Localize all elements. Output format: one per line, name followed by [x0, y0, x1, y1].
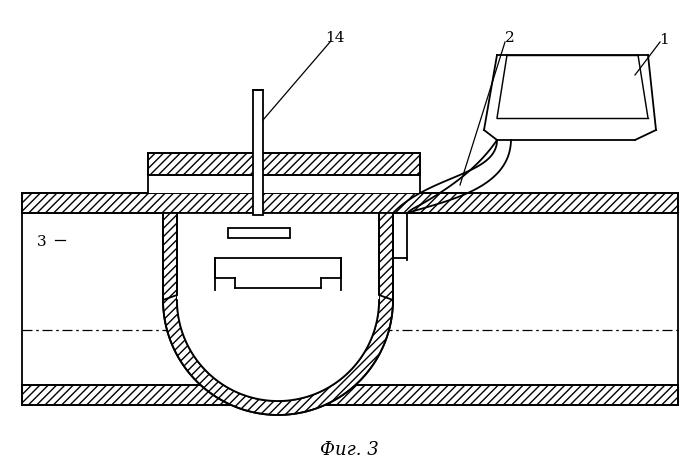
- Text: 14: 14: [325, 31, 345, 45]
- Bar: [148, 153, 420, 175]
- Text: 1: 1: [659, 33, 669, 47]
- Polygon shape: [484, 55, 656, 130]
- Polygon shape: [497, 55, 635, 140]
- Text: Фиг. 3: Фиг. 3: [319, 441, 378, 459]
- Text: 2: 2: [505, 31, 515, 45]
- Bar: [22, 385, 678, 405]
- Bar: [22, 213, 678, 385]
- Polygon shape: [163, 295, 393, 415]
- Bar: [22, 193, 678, 213]
- Bar: [163, 213, 393, 300]
- Bar: [148, 175, 420, 193]
- Text: 3: 3: [37, 235, 47, 249]
- Polygon shape: [177, 295, 379, 401]
- Polygon shape: [507, 55, 638, 118]
- Bar: [163, 213, 177, 300]
- Bar: [228, 228, 290, 238]
- Bar: [253, 90, 263, 215]
- Bar: [379, 213, 393, 300]
